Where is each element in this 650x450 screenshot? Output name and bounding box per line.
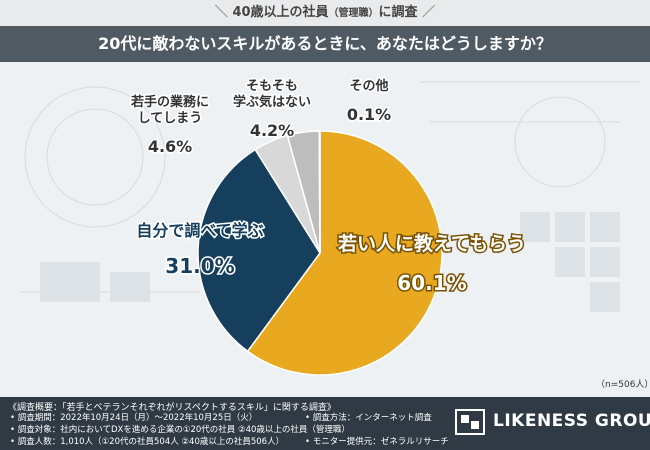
slice-value-self-study: 31.0% [165,254,234,278]
slice-value-other: 0.1% [347,105,391,124]
slice-label-delegate: してしまう [138,111,203,126]
slice-label-delegate: 若手の業務に [130,94,209,110]
slice-value-delegate: 4.6% [148,137,192,156]
question-text: 20代に敵わないスキルがあるときに、あなたはどうしますか？ [98,34,552,53]
footer-period: • 調査期間：2022年10月24日（月）〜2022年10月25日（火） [10,413,258,423]
slice-value-teach: 60.1% [397,271,466,295]
pie-slice-self-study [197,148,321,353]
footer: 《調査概要：「若手とベテランそれぞれがリスペクトするスキル」に関する調査》 • … [0,397,650,450]
slice-label-other: その他 [349,78,388,94]
company-logo: LIKENESS GROUP [455,409,650,435]
footer-method: • 調査方法：インターネット調査 [305,413,432,423]
logo-text: LIKENESS GROUP [493,411,650,431]
slice-value-no-learning: 4.2% [250,121,294,140]
pie-slice-teach [246,130,443,376]
slice-label-no-learning: 学ぶ気はない [233,94,311,110]
footer-title: 《調査概要：「若手とベテランそれぞれがリスペクトするスキル」に関する調査》 [8,403,336,413]
sample-size-note: （n=506人） [596,380,650,390]
pie-slice-other [318,130,321,254]
footer-target: • 調査対象：社内においてDXを進める企業の①20代の社員 ②40歳以上の社員（… [10,425,350,435]
survey-target-label: ＼ 40歳以上の社員（管理職）に調査 ／ [0,0,650,26]
question-bar: 20代に敵わないスキルがあるときに、あなたはどうしますか？ [0,26,650,62]
slice-label-no-learning: そもそも [246,79,298,94]
logo-mark-icon [455,409,485,435]
slice-label-teach: 若い人に教えてもらう [338,232,526,255]
footer-count: • 調査人数：1,010人（①20代の社員504人 ②40歳以上の社員506人） [10,437,285,447]
slice-label-self-study: 自分で調べて学ぶ [136,221,263,240]
footer-monitor: • モニター提供元：ゼネラルリサーチ [305,437,449,447]
survey-target-text: ＼ 40歳以上の社員（管理職）に調査 ／ [214,5,436,20]
